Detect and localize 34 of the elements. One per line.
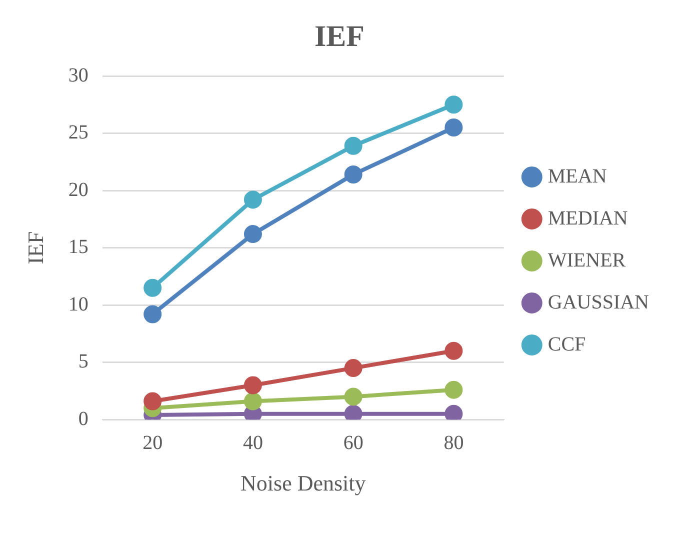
point [344, 166, 362, 184]
legend-label: MEDIAN [548, 207, 628, 230]
x-axis-title: Noise Density [240, 470, 366, 496]
legend-label: CCF [548, 333, 586, 356]
legend-label: MEAN [548, 165, 607, 188]
y-tick-label: 20 [68, 178, 88, 201]
y-tick-label: 10 [68, 293, 88, 316]
y-tick-label: 5 [78, 350, 88, 373]
x-tick-label: 80 [444, 432, 464, 454]
y-tick-label: 0 [78, 408, 88, 430]
x-tick-label: 20 [142, 432, 163, 454]
y-tick-label: 15 [68, 236, 88, 258]
point [344, 136, 362, 155]
point [144, 278, 162, 297]
point [444, 380, 463, 399]
point [444, 342, 463, 360]
y-axis-title: IEF [22, 231, 48, 264]
y-tick-label: 25 [68, 122, 88, 144]
legend-label: GAUSSIAN [548, 291, 649, 314]
point [144, 392, 162, 410]
point [144, 305, 162, 324]
y-tick-label: 30 [68, 64, 88, 86]
point [244, 392, 262, 410]
point [444, 118, 463, 137]
x-tick-label: 40 [242, 432, 263, 454]
legend-label: WIENER [548, 249, 626, 272]
point [444, 96, 463, 114]
chart-title: IEF [314, 20, 365, 53]
point [244, 376, 262, 394]
x-tick-label: 60 [343, 432, 364, 454]
point [244, 190, 262, 209]
point [344, 388, 362, 406]
point [344, 359, 362, 378]
point [244, 225, 262, 244]
